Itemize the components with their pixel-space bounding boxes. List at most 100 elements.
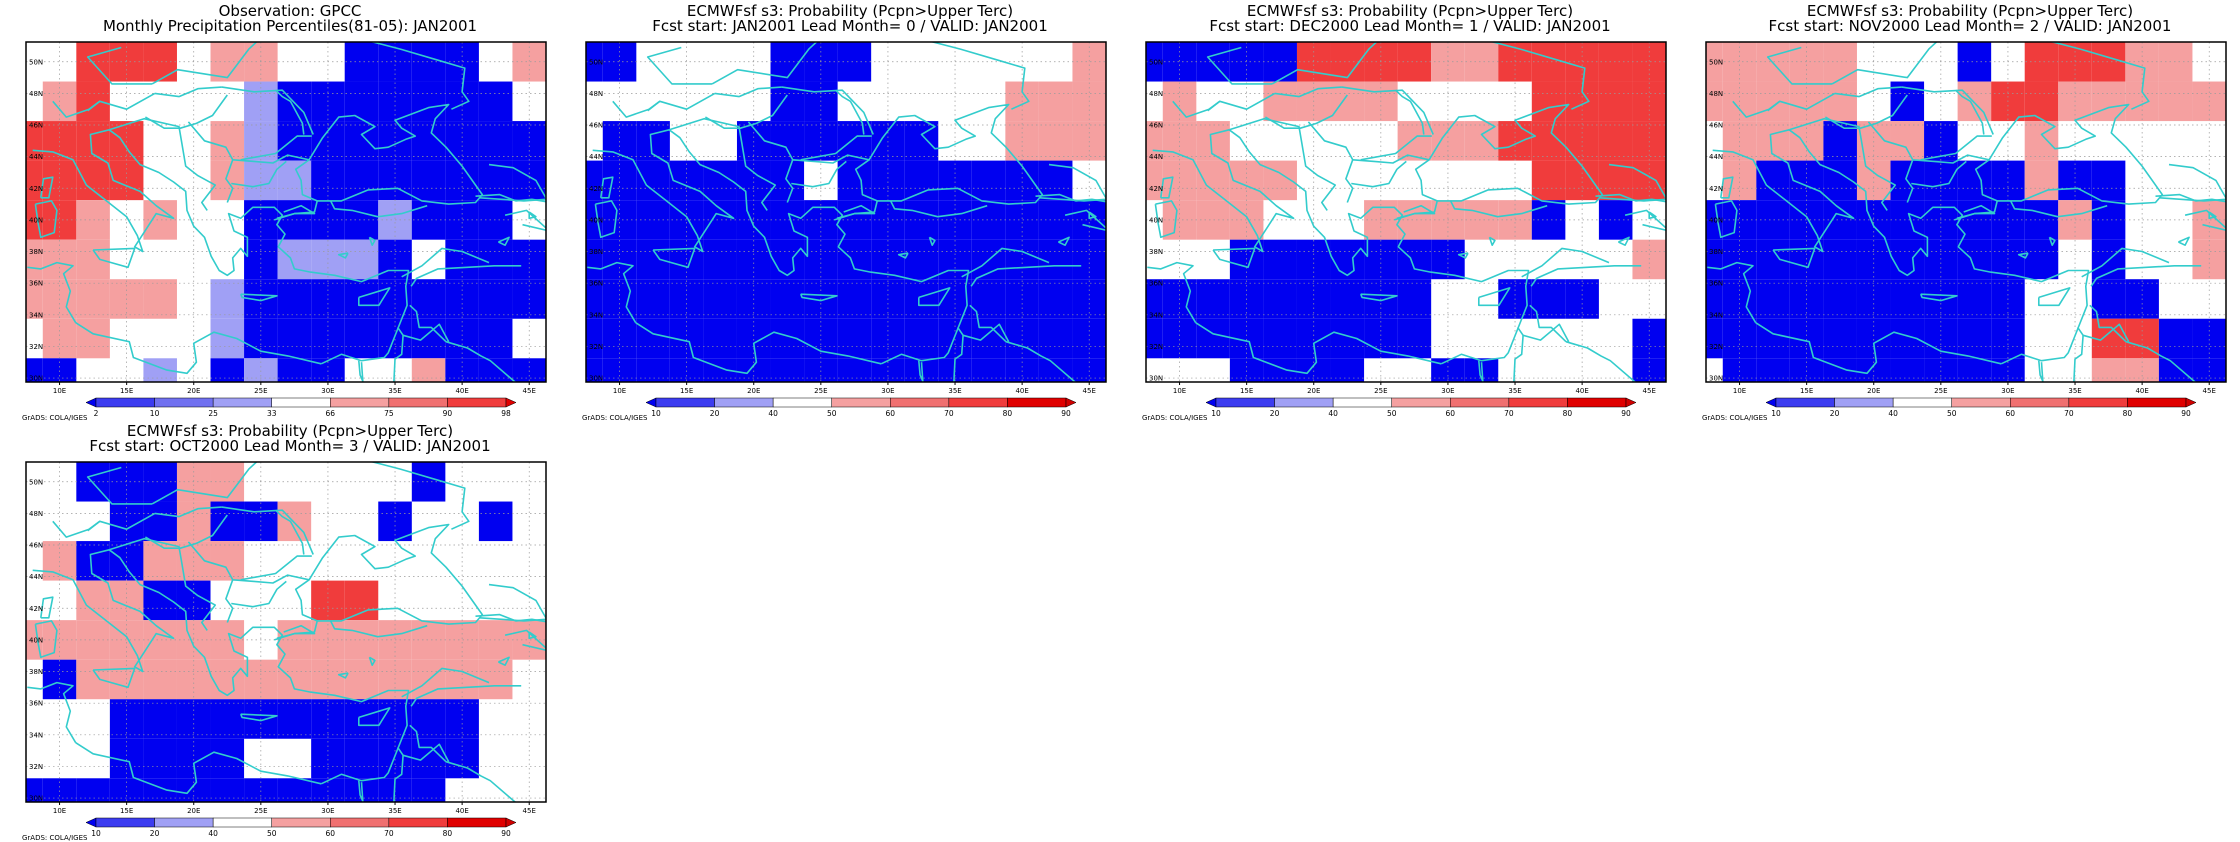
- coastline: [2039, 288, 2070, 305]
- grid-cell: [278, 319, 312, 359]
- grid-cell: [76, 778, 110, 802]
- y-tick-label: 40N: [29, 216, 43, 224]
- grid-cell: [771, 358, 805, 382]
- legend-swatch: [949, 398, 1008, 407]
- legend-swatch: [1216, 398, 1275, 407]
- y-tick-label: 40N: [1149, 216, 1163, 224]
- y-tick-label: 46N: [29, 542, 43, 550]
- legend-label: 70: [944, 409, 954, 418]
- grid-cell: [211, 660, 245, 700]
- x-tick-label: 15E: [120, 807, 133, 815]
- y-tick-label: 34N: [589, 311, 603, 319]
- coastline: [529, 212, 536, 218]
- y-tick-label: 40N: [589, 216, 603, 224]
- y-tick-label: 30N: [1709, 375, 1723, 383]
- legend-label: 50: [827, 409, 837, 418]
- grid-cell: [1599, 121, 1633, 161]
- legend-swatch: [155, 398, 214, 407]
- grid-cell: [479, 502, 513, 542]
- y-tick-label: 50N: [1149, 58, 1163, 66]
- grid-cell: [1723, 161, 1757, 201]
- grid-cell: [211, 778, 245, 802]
- x-tick-label: 40E: [455, 387, 468, 395]
- legend-label: 70: [2064, 409, 2074, 418]
- x-tick-label: 45E: [1083, 387, 1096, 395]
- legend-swatch: [506, 818, 516, 827]
- x-tick-label: 20E: [187, 807, 200, 815]
- legend-swatch: [1007, 398, 1066, 407]
- grid-cell: [838, 161, 872, 201]
- grid-cell: [972, 161, 1006, 201]
- legend-label: 40: [1328, 409, 1338, 418]
- y-tick-label: 50N: [1709, 58, 1723, 66]
- legend-swatch: [890, 398, 949, 407]
- grid-cell: [278, 358, 312, 382]
- grid-cell: [1196, 319, 1230, 359]
- legend-label: 40: [768, 409, 778, 418]
- x-tick-label: 40E: [455, 807, 468, 815]
- grads-credit: GrADS: COLA/IGES: [1702, 414, 1767, 422]
- legend-swatch: [1450, 398, 1509, 407]
- grid-cell: [1039, 279, 1073, 319]
- legend-label: 60: [886, 409, 896, 418]
- legend-label: 20: [1270, 409, 1280, 418]
- grid-cell: [244, 319, 278, 359]
- grid-cell: [1756, 240, 1790, 280]
- x-tick-label: 45E: [523, 387, 536, 395]
- grid-cell: [1823, 279, 1857, 319]
- grid-cell: [2025, 240, 2059, 280]
- legend-label: 90: [501, 829, 511, 838]
- legend-swatch: [447, 398, 506, 407]
- grid-cell: [512, 161, 546, 201]
- grid-cell: [211, 279, 245, 319]
- grid-cell: [1331, 279, 1365, 319]
- grid-cell: [1039, 121, 1073, 161]
- grid-cell: [1163, 161, 1197, 201]
- x-tick-label: 35E: [1508, 387, 1521, 395]
- coastline: [1649, 212, 1656, 218]
- grid-cell: [479, 200, 513, 240]
- x-tick-label: 20E: [1867, 387, 1880, 395]
- legend-swatch: [213, 398, 272, 407]
- coastline: [2178, 237, 2189, 245]
- coastline: [1522, 248, 1609, 276]
- x-tick-label: 10E: [53, 807, 66, 815]
- grid-cell: [603, 319, 637, 359]
- grid-cell: [143, 739, 177, 779]
- grid-cell: [1891, 279, 1925, 319]
- grid-cell: [771, 279, 805, 319]
- grid-cell: [479, 240, 513, 280]
- legend-swatch: [155, 818, 214, 827]
- grid-cell: [1364, 319, 1398, 359]
- grid-cell: [1924, 319, 1958, 359]
- grads-credit: GrADS: COLA/IGES: [1142, 414, 1207, 422]
- y-tick-label: 42N: [1709, 185, 1723, 193]
- legend-swatch: [715, 398, 774, 407]
- y-tick-label: 36N: [29, 700, 43, 708]
- coastline: [155, 87, 222, 97]
- y-tick-label: 50N: [29, 58, 43, 66]
- grid-cell: [1331, 319, 1365, 359]
- legend-swatch: [1509, 398, 1568, 407]
- grid-cell: [278, 502, 312, 542]
- legend-label: 50: [1947, 409, 1957, 418]
- y-tick-label: 46N: [29, 122, 43, 130]
- grid-cell: [1790, 200, 1824, 240]
- x-tick-label: 25E: [1934, 387, 1947, 395]
- y-tick-label: 30N: [29, 795, 43, 803]
- y-tick-label: 36N: [29, 280, 43, 288]
- grid-cell: [1230, 200, 1264, 240]
- legend-swatch: [656, 398, 715, 407]
- y-tick-label: 48N: [1149, 90, 1163, 98]
- grid-cell: [211, 541, 245, 581]
- y-tick-label: 38N: [1709, 248, 1723, 256]
- y-tick-label: 38N: [29, 668, 43, 676]
- y-tick-label: 40N: [29, 636, 43, 644]
- grid-cell: [771, 240, 805, 280]
- legend-label: 20: [710, 409, 720, 418]
- y-tick-label: 48N: [29, 510, 43, 518]
- grid-cell: [1958, 279, 1992, 319]
